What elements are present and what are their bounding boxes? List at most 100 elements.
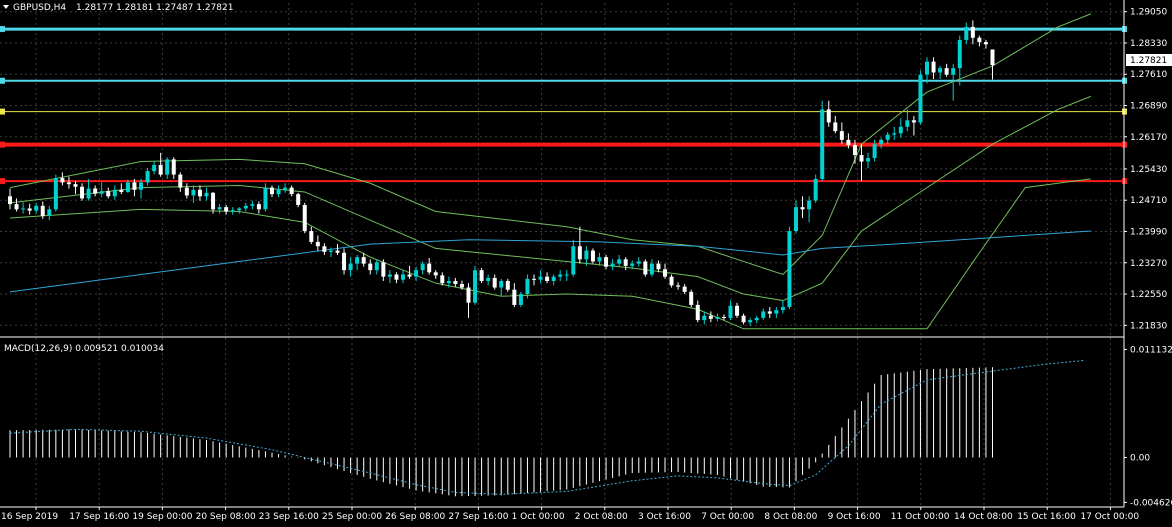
candle-body[interactable] xyxy=(525,278,530,295)
candle-body[interactable] xyxy=(322,246,327,252)
candle-body[interactable] xyxy=(14,204,19,210)
candle-body[interactable] xyxy=(754,317,759,321)
candle-body[interactable] xyxy=(767,311,772,314)
candle-body[interactable] xyxy=(93,188,98,194)
candle-body[interactable] xyxy=(270,187,274,195)
candle-body[interactable] xyxy=(761,311,766,318)
candle-body[interactable] xyxy=(970,26,975,38)
candle-body[interactable] xyxy=(774,310,779,314)
candle-body[interactable] xyxy=(505,281,510,290)
candle-body[interactable] xyxy=(898,126,903,134)
candle-body[interactable] xyxy=(807,200,812,210)
candle-body[interactable] xyxy=(315,241,320,247)
candle-body[interactable] xyxy=(813,178,818,201)
candle-body[interactable] xyxy=(545,276,550,282)
candle-body[interactable] xyxy=(355,257,360,264)
candle-body[interactable] xyxy=(401,274,405,280)
candle-body[interactable] xyxy=(158,165,163,175)
candle-body[interactable] xyxy=(283,187,288,190)
candle-body[interactable] xyxy=(564,274,569,276)
candle-body[interactable] xyxy=(977,37,982,43)
candle-body[interactable] xyxy=(296,194,301,205)
candle-body[interactable] xyxy=(656,263,661,270)
candle-body[interactable] xyxy=(892,133,897,135)
candle-body[interactable] xyxy=(211,192,216,210)
candle-body[interactable] xyxy=(689,291,694,305)
candle-body[interactable] xyxy=(911,120,916,123)
candle-body[interactable] xyxy=(794,207,798,232)
candle-body[interactable] xyxy=(328,250,333,252)
candles[interactable] xyxy=(8,20,995,326)
candle-body[interactable] xyxy=(669,276,674,286)
candle-body[interactable] xyxy=(119,189,124,192)
candle-body[interactable] xyxy=(852,145,857,156)
candle-body[interactable] xyxy=(80,186,85,199)
price-level-handle[interactable] xyxy=(0,108,5,115)
candle-body[interactable] xyxy=(40,205,45,216)
candle-body[interactable] xyxy=(427,263,432,273)
candle-body[interactable] xyxy=(139,182,143,190)
candle-body[interactable] xyxy=(872,144,877,159)
candle-body[interactable] xyxy=(348,263,353,271)
candle-body[interactable] xyxy=(964,26,969,40)
candle-body[interactable] xyxy=(577,246,582,260)
candle-body[interactable] xyxy=(839,131,844,140)
candle-body[interactable] xyxy=(499,281,504,288)
candle-body[interactable] xyxy=(112,189,117,197)
candle-body[interactable] xyxy=(342,252,347,271)
price-level-handle[interactable] xyxy=(0,26,5,33)
candle-body[interactable] xyxy=(846,139,851,146)
candle-body[interactable] xyxy=(551,276,556,282)
candle-body[interactable] xyxy=(165,159,170,175)
candle-body[interactable] xyxy=(197,189,202,197)
candle-body[interactable] xyxy=(938,68,943,73)
candle-body[interactable] xyxy=(532,278,536,280)
candle-body[interactable] xyxy=(178,174,183,188)
candle-body[interactable] xyxy=(420,263,425,271)
candle-body[interactable] xyxy=(473,270,478,303)
candle-body[interactable] xyxy=(132,182,137,190)
candle-body[interactable] xyxy=(597,257,602,262)
candle-body[interactable] xyxy=(800,207,805,210)
candle-body[interactable] xyxy=(374,262,379,271)
candle-body[interactable] xyxy=(204,192,209,197)
candle-body[interactable] xyxy=(741,315,746,323)
candle-body[interactable] xyxy=(931,61,936,73)
candle-body[interactable] xyxy=(643,261,648,275)
candle-body[interactable] xyxy=(276,189,281,195)
candle-body[interactable] xyxy=(623,259,628,266)
candle-body[interactable] xyxy=(636,261,641,264)
candle-body[interactable] xyxy=(250,204,255,206)
candle-body[interactable] xyxy=(866,158,871,162)
candle-body[interactable] xyxy=(833,122,838,132)
candle-body[interactable] xyxy=(735,305,740,316)
candle-body[interactable] xyxy=(263,187,268,210)
candle-body[interactable] xyxy=(708,315,713,319)
candle-body[interactable] xyxy=(446,281,451,284)
candle-body[interactable] xyxy=(459,284,464,288)
candle-body[interactable] xyxy=(394,274,399,280)
candle-body[interactable] xyxy=(237,208,242,211)
candle-body[interactable] xyxy=(590,250,595,262)
candle-body[interactable] xyxy=(748,320,753,323)
candle-body[interactable] xyxy=(60,178,65,183)
candle-body[interactable] xyxy=(184,187,189,196)
candle-body[interactable] xyxy=(387,274,392,277)
candle-body[interactable] xyxy=(224,207,229,212)
candle-body[interactable] xyxy=(702,315,707,321)
candle-body[interactable] xyxy=(106,191,111,197)
candle-body[interactable] xyxy=(518,294,523,305)
candle-body[interactable] xyxy=(983,42,988,45)
candle-body[interactable] xyxy=(918,74,923,123)
candle-body[interactable] xyxy=(86,188,91,199)
candle-body[interactable] xyxy=(335,250,340,253)
candle-body[interactable] xyxy=(73,184,78,187)
price-level-handle[interactable] xyxy=(0,178,5,185)
candle-body[interactable] xyxy=(604,257,609,267)
candle-body[interactable] xyxy=(125,182,130,192)
candle-body[interactable] xyxy=(368,263,373,271)
candle-body[interactable] xyxy=(191,189,196,196)
candle-body[interactable] xyxy=(492,277,497,288)
candle-body[interactable] xyxy=(558,274,563,277)
candle-body[interactable] xyxy=(217,207,222,210)
